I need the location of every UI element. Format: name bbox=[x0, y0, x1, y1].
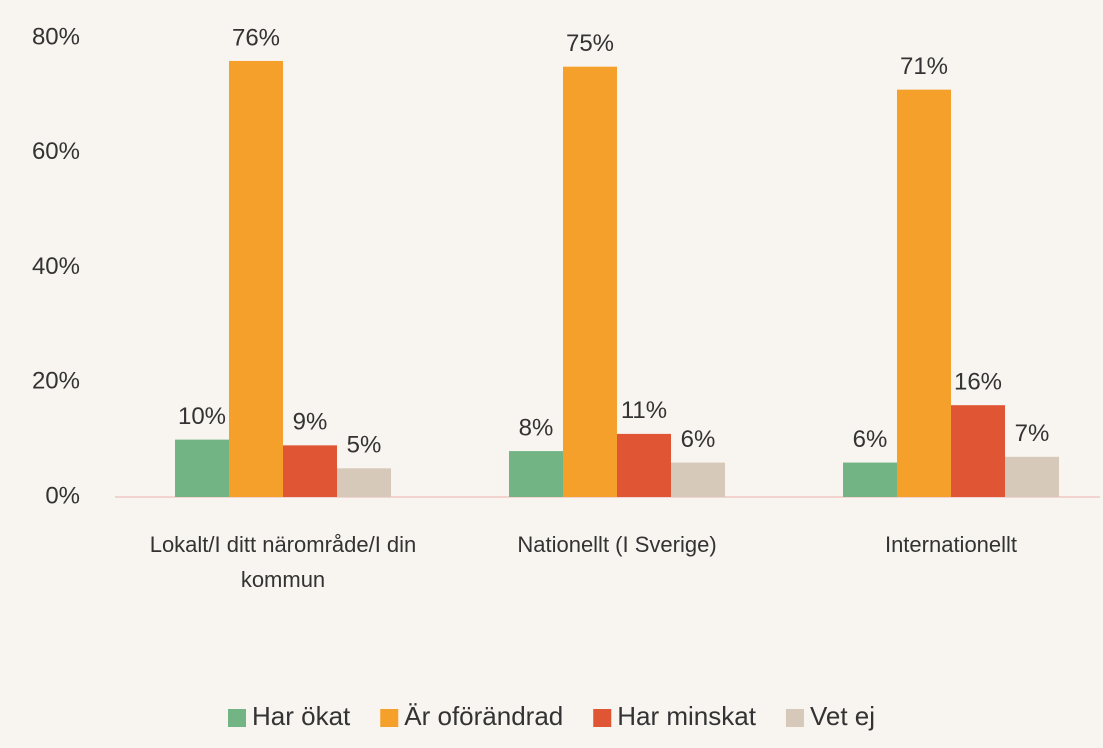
y-tick-label: 40% bbox=[32, 253, 80, 280]
y-tick-label: 60% bbox=[32, 138, 80, 165]
value-label: 10% bbox=[178, 403, 226, 430]
legend-label: Är oförändrad bbox=[404, 701, 563, 731]
y-tick-label: 20% bbox=[32, 368, 80, 395]
value-label: 9% bbox=[293, 409, 328, 436]
y-tick-label: 80% bbox=[32, 23, 80, 50]
x-tick-label: Nationellt (I Sverige) bbox=[517, 532, 717, 557]
x-tick-label: Lokalt/I ditt närområde/I din kommun bbox=[149, 532, 417, 592]
bar bbox=[229, 60, 283, 497]
value-label: 71% bbox=[900, 53, 948, 80]
legend-swatch bbox=[785, 709, 804, 727]
legend-label: Har ökat bbox=[252, 701, 351, 731]
legend-swatch bbox=[227, 709, 246, 727]
legend-label: Har minskat bbox=[617, 701, 756, 731]
bar bbox=[283, 445, 337, 497]
bar bbox=[175, 439, 229, 497]
legend-swatch bbox=[380, 709, 399, 727]
legend-label: Vet ej bbox=[810, 701, 875, 731]
value-label: 16% bbox=[954, 369, 1002, 396]
bar bbox=[337, 468, 391, 497]
value-label: 6% bbox=[853, 426, 888, 453]
value-label: 75% bbox=[566, 30, 614, 57]
bar bbox=[671, 462, 725, 497]
legend-swatch bbox=[593, 709, 612, 727]
bar bbox=[509, 451, 563, 497]
value-label: 11% bbox=[621, 397, 667, 424]
value-label: 7% bbox=[1015, 420, 1050, 447]
bar bbox=[843, 462, 897, 497]
value-label: 8% bbox=[519, 414, 554, 441]
value-label: 5% bbox=[347, 432, 382, 459]
bar bbox=[1005, 456, 1059, 497]
y-tick-label: 0% bbox=[45, 482, 80, 509]
value-label: 6% bbox=[681, 426, 716, 453]
bar bbox=[897, 89, 951, 497]
bar bbox=[617, 433, 671, 497]
legend: Har ökat Är oförändrad Har minskat Vet ej bbox=[227, 701, 875, 731]
bar bbox=[951, 405, 1005, 497]
value-label: 76% bbox=[232, 24, 280, 51]
bar bbox=[563, 66, 617, 497]
x-tick-label: Internationellt bbox=[884, 532, 1018, 557]
